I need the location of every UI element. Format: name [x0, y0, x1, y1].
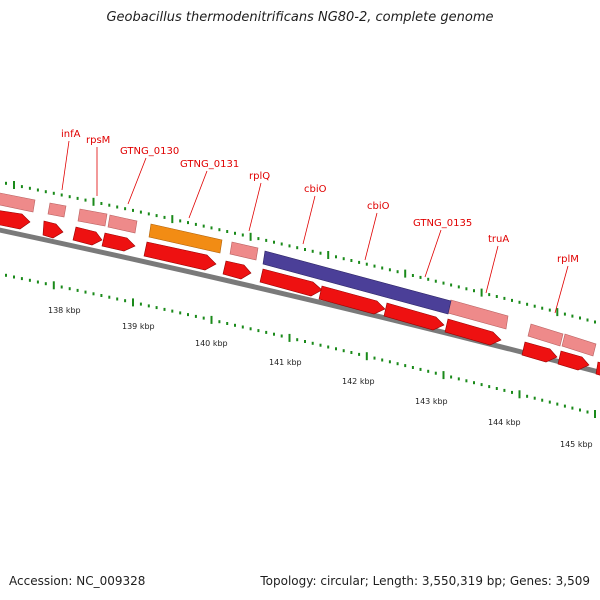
reverse-gene-segment [77, 208, 108, 227]
highlight-gene-purple [262, 250, 452, 315]
axis-tick-label: 141 kbp [269, 358, 302, 367]
gene-label-truA: truA [488, 234, 509, 245]
forward-gene-arrow [444, 318, 502, 346]
forward-gene-arrow [222, 260, 252, 280]
gene-label-GTNG_0130: GTNG_0130 [120, 146, 179, 157]
gene-label-leader [485, 245, 499, 294]
topology-text: Topology: circular; Length: 3,550,319 bp… [260, 574, 590, 588]
forward-gene-arrow [42, 220, 64, 239]
reverse-gene-segment [527, 323, 564, 347]
axis-tick-label: 139 kbp [122, 322, 155, 331]
axis-tick-label: 142 kbp [342, 377, 375, 386]
forward-gene-arrow [521, 341, 558, 363]
forward-gene-arrow [318, 285, 386, 315]
accession-text: Accession: NC_009328 [9, 574, 146, 588]
gene-label-infA: infA [61, 129, 81, 140]
genome-title: Geobacillus thermodenitrificans NG80-2, … [106, 10, 494, 25]
gene-label-leader [248, 182, 262, 232]
axis-tick-label: 140 kbp [195, 339, 228, 348]
reverse-gene-segment [561, 333, 597, 357]
forward-gene-arrow [143, 241, 217, 271]
forward-gene-arrow [72, 226, 103, 246]
gene-label-cbiO-2: cbiO [367, 201, 390, 212]
gene-label-cbiO-1: cbiO [304, 184, 327, 195]
forward-gene-arrow [259, 268, 323, 297]
reverse-gene-segment [47, 202, 67, 218]
axis-tick-label: 138 kbp [48, 306, 81, 315]
gene-label-GTNG_0135: GTNG_0135 [413, 218, 472, 229]
gene-label-GTNG_0131: GTNG_0131 [180, 159, 239, 170]
gene-label-rplQ: rplQ [249, 171, 270, 182]
gene-label-leader [424, 229, 442, 278]
gene-label-leader [554, 265, 569, 314]
forward-gene-arrow [0, 210, 31, 230]
reverse-gene-segment [229, 241, 259, 261]
gene-label-rpsM: rpsM [86, 135, 110, 146]
gene-label-leader [302, 195, 316, 245]
genome-backbone [0, 227, 600, 375]
axis-tick-label: 145 kbp [560, 440, 593, 449]
inner-tick-marks [5, 273, 596, 418]
forward-gene-arrow [383, 302, 445, 331]
highlight-gene-orange [148, 223, 223, 254]
axis-tick-label: 143 kbp [415, 397, 448, 406]
gene-label-leader [188, 170, 208, 219]
gene-label-rplM: rplM [557, 254, 579, 265]
outer-tick-marks [5, 181, 596, 324]
forward-gene-arrow [557, 350, 590, 371]
forward-gene-arrow [101, 232, 136, 252]
gene-label-leader [364, 212, 378, 261]
reverse-gene-segment [107, 214, 138, 234]
forward-gene-arrow [595, 361, 600, 376]
axis-tick-label: 144 kbp [488, 418, 521, 427]
gene-label-leader [127, 157, 147, 205]
reverse-gene-segment [0, 192, 36, 213]
gene-label-leader [61, 140, 70, 191]
